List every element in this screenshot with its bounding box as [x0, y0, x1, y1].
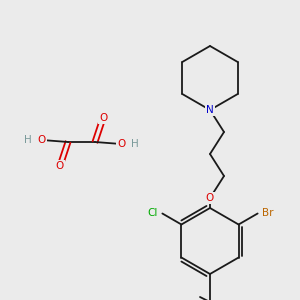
Text: O: O: [117, 139, 125, 149]
Text: H: H: [131, 139, 139, 149]
Text: O: O: [99, 113, 107, 123]
Text: O: O: [38, 135, 46, 145]
Text: O: O: [206, 193, 214, 203]
Text: N: N: [206, 105, 214, 115]
Text: H: H: [24, 135, 32, 145]
Text: Br: Br: [262, 208, 273, 218]
Text: O: O: [56, 161, 64, 171]
Text: Cl: Cl: [147, 208, 158, 218]
